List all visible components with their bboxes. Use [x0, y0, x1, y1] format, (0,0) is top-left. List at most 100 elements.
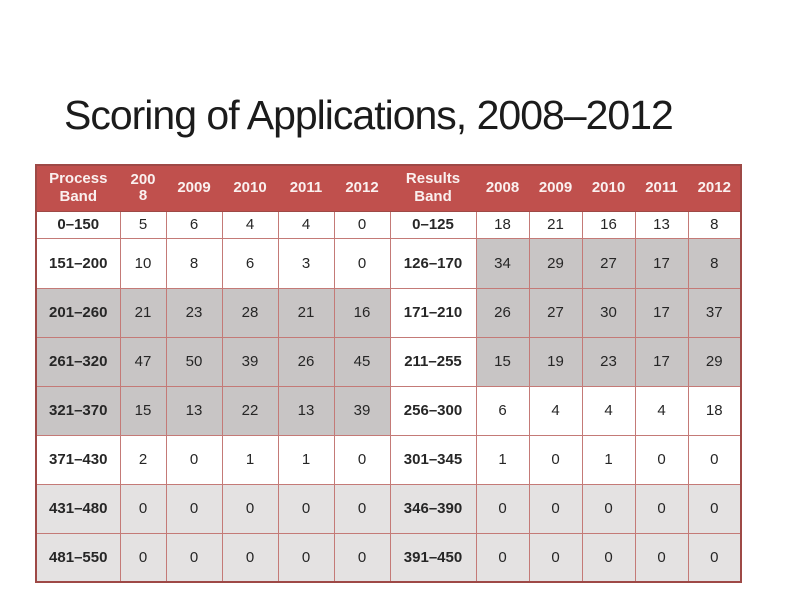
value-cell: 47 — [119, 336, 167, 387]
value-cell: 0 — [165, 483, 223, 534]
table-row: 371–430 2 0 1 1 0 301–345 1 0 1 0 0 — [35, 434, 742, 485]
table-header-row: Process Band 2008 2009 2010 2011 2012 Re… — [35, 164, 742, 212]
band-cell: 346–390 — [389, 483, 477, 534]
value-cell: 17 — [634, 237, 689, 289]
band-cell: 0–150 — [35, 210, 121, 239]
value-cell: 0 — [119, 483, 167, 534]
value-cell: 1 — [581, 434, 636, 485]
value-cell: 8 — [165, 237, 223, 289]
value-cell: 50 — [165, 336, 223, 387]
value-cell: 0 — [119, 532, 167, 583]
year-header: 2009 — [165, 164, 223, 212]
value-cell: 13 — [277, 385, 335, 436]
value-cell: 0 — [528, 532, 583, 583]
value-cell: 0 — [687, 483, 742, 534]
value-cell: 8 — [687, 237, 742, 289]
year-header: 2010 — [221, 164, 279, 212]
value-cell: 0 — [333, 434, 391, 485]
value-cell: 0 — [333, 237, 391, 289]
page-title: Scoring of Applications, 2008–2012 — [64, 92, 674, 138]
value-cell: 0 — [333, 210, 391, 239]
table-row: 431–480 0 0 0 0 0 346–390 0 0 0 0 0 — [35, 483, 742, 534]
band-cell: 256–300 — [389, 385, 477, 436]
value-cell: 22 — [221, 385, 279, 436]
table-row: 321–370 15 13 22 13 39 256–300 6 4 4 4 1… — [35, 385, 742, 436]
value-cell: 0 — [528, 434, 583, 485]
value-cell: 16 — [333, 287, 391, 338]
value-cell: 0 — [634, 532, 689, 583]
value-cell: 29 — [687, 336, 742, 387]
year-header: 2012 — [333, 164, 391, 212]
value-cell: 15 — [119, 385, 167, 436]
results-band-header: Results Band — [389, 164, 477, 212]
year-header: 2011 — [634, 164, 689, 212]
value-cell: 0 — [581, 483, 636, 534]
year-header: 2009 — [528, 164, 583, 212]
band-cell: 261–320 — [35, 336, 121, 387]
table-row: 0–150 5 6 4 4 0 0–125 18 21 16 13 8 — [35, 210, 742, 239]
value-cell: 6 — [475, 385, 530, 436]
value-cell: 0 — [634, 434, 689, 485]
value-cell: 3 — [277, 237, 335, 289]
value-cell: 45 — [333, 336, 391, 387]
value-cell: 18 — [687, 385, 742, 436]
value-cell: 17 — [634, 287, 689, 338]
value-cell: 0 — [165, 532, 223, 583]
value-cell: 26 — [475, 287, 530, 338]
value-cell: 21 — [277, 287, 335, 338]
value-cell: 0 — [634, 483, 689, 534]
value-cell: 0 — [333, 532, 391, 583]
value-cell: 4 — [528, 385, 583, 436]
value-cell: 6 — [165, 210, 223, 239]
value-cell: 4 — [221, 210, 279, 239]
band-cell: 301–345 — [389, 434, 477, 485]
band-cell: 391–450 — [389, 532, 477, 583]
year-header: 2008 — [119, 164, 167, 212]
value-cell: 0 — [165, 434, 223, 485]
value-cell: 23 — [165, 287, 223, 338]
value-cell: 29 — [528, 237, 583, 289]
value-cell: 0 — [475, 483, 530, 534]
value-cell: 1 — [221, 434, 279, 485]
band-cell: 0–125 — [389, 210, 477, 239]
year-label: 2008 — [130, 170, 156, 204]
value-cell: 4 — [581, 385, 636, 436]
value-cell: 0 — [528, 483, 583, 534]
value-cell: 0 — [333, 483, 391, 534]
band-cell: 211–255 — [389, 336, 477, 387]
value-cell: 39 — [333, 385, 391, 436]
value-cell: 0 — [221, 483, 279, 534]
band-cell: 481–550 — [35, 532, 121, 583]
band-cell: 126–170 — [389, 237, 477, 289]
value-cell: 13 — [165, 385, 223, 436]
value-cell: 2 — [119, 434, 167, 485]
value-cell: 0 — [277, 532, 335, 583]
value-cell: 4 — [634, 385, 689, 436]
value-cell: 8 — [687, 210, 742, 239]
value-cell: 0 — [221, 532, 279, 583]
value-cell: 26 — [277, 336, 335, 387]
table-row: 201–260 21 23 28 21 16 171–210 26 27 30 … — [35, 287, 742, 338]
value-cell: 39 — [221, 336, 279, 387]
value-cell: 0 — [687, 434, 742, 485]
value-cell: 27 — [581, 237, 636, 289]
value-cell: 19 — [528, 336, 583, 387]
value-cell: 30 — [581, 287, 636, 338]
year-header: 2008 — [475, 164, 530, 212]
value-cell: 18 — [475, 210, 530, 239]
value-cell: 1 — [475, 434, 530, 485]
value-cell: 16 — [581, 210, 636, 239]
value-cell: 27 — [528, 287, 583, 338]
band-cell: 201–260 — [35, 287, 121, 338]
value-cell: 4 — [277, 210, 335, 239]
scoring-table: Process Band 2008 2009 2010 2011 2012 Re… — [35, 164, 742, 583]
value-cell: 34 — [475, 237, 530, 289]
band-cell: 371–430 — [35, 434, 121, 485]
year-header: 2011 — [277, 164, 335, 212]
year-header: 2012 — [687, 164, 742, 212]
value-cell: 0 — [581, 532, 636, 583]
table-row: 261–320 47 50 39 26 45 211–255 15 19 23 … — [35, 336, 742, 387]
value-cell: 37 — [687, 287, 742, 338]
table-row: 151–200 10 8 6 3 0 126–170 34 29 27 17 8 — [35, 237, 742, 289]
